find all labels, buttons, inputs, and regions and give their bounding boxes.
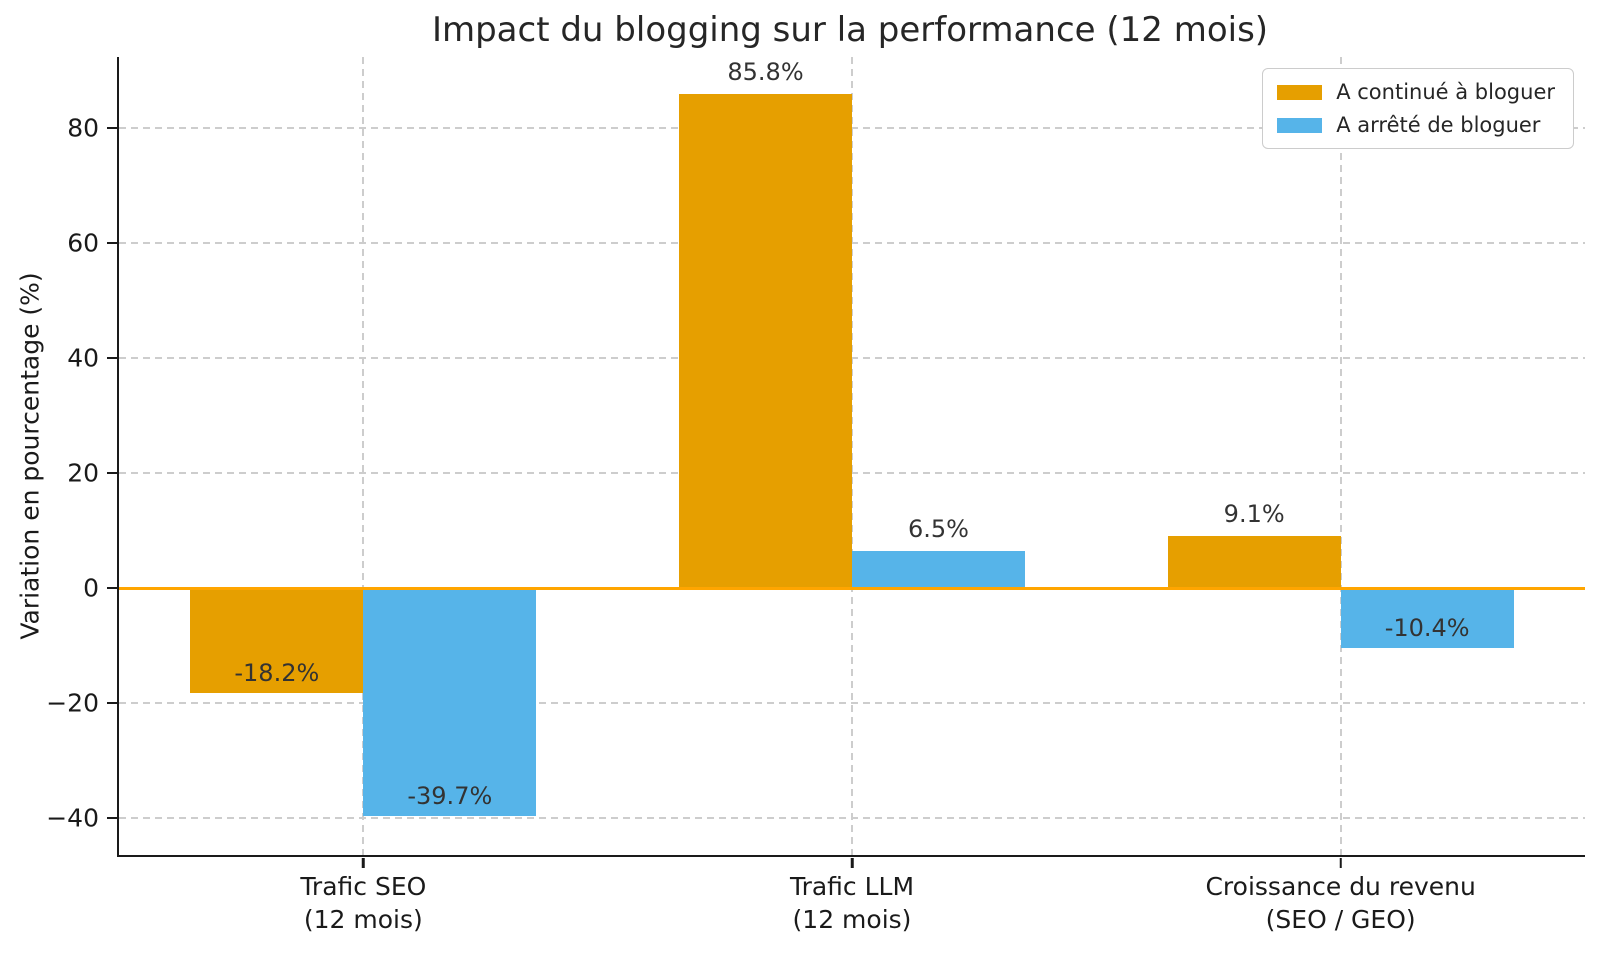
y-tick-mark bbox=[107, 701, 117, 705]
chart-title: Impact du blogging sur la performance (1… bbox=[431, 10, 1269, 50]
x-tick-mark bbox=[1339, 857, 1342, 868]
legend-swatch-icon bbox=[1277, 117, 1323, 133]
y-tick-mark bbox=[107, 586, 117, 590]
legend-row: A continué à bloguer bbox=[1277, 80, 1555, 104]
y-tick-mark bbox=[107, 816, 117, 820]
legend-row: A arrêté de bloguer bbox=[1277, 113, 1555, 137]
x-tick-label: Trafic LLM (12 mois) bbox=[789, 872, 915, 934]
x-tick-mark bbox=[850, 857, 854, 868]
y-tick-label: 60 bbox=[67, 228, 99, 258]
x-tick-label: Trafic SEO (12 mois) bbox=[300, 872, 427, 934]
v-gridline bbox=[851, 57, 853, 855]
y-tick-label: −40 bbox=[46, 803, 99, 833]
bar bbox=[1340, 588, 1514, 648]
bar bbox=[190, 588, 364, 693]
bar bbox=[1167, 535, 1341, 589]
v-gridline bbox=[1339, 57, 1342, 855]
v-gridline bbox=[362, 57, 365, 855]
bar-value-label: -18.2% bbox=[234, 658, 320, 687]
bar-value-label: 85.8% bbox=[727, 58, 804, 87]
y-tick-label: −20 bbox=[46, 688, 99, 718]
y-tick-mark bbox=[107, 126, 117, 130]
zero-line bbox=[119, 586, 1585, 590]
y-tick-mark bbox=[107, 241, 117, 245]
y-tick-label: 80 bbox=[67, 113, 99, 143]
y-tick-label: 20 bbox=[67, 458, 99, 488]
legend-label: A arrêté de bloguer bbox=[1336, 113, 1541, 137]
y-axis-label: Variation en pourcentage (%) bbox=[15, 272, 45, 640]
x-tick-mark bbox=[362, 857, 365, 868]
bar bbox=[363, 588, 537, 817]
bar-value-label: -39.7% bbox=[407, 782, 493, 811]
legend-swatch-icon bbox=[1277, 84, 1323, 100]
plot-area: A continué à bloguer A arrêté de bloguer … bbox=[46, 57, 1585, 934]
y-tick-label: 40 bbox=[67, 343, 99, 373]
x-tick-label: Croissance du revenu (SEO / GEO) bbox=[1205, 872, 1476, 934]
bar-value-label: -10.4% bbox=[1384, 613, 1470, 642]
bar-value-label: 9.1% bbox=[1223, 499, 1285, 528]
legend: A continué à bloguer A arrêté de bloguer bbox=[1262, 68, 1574, 149]
bar-value-label: 6.5% bbox=[907, 514, 969, 543]
bar bbox=[852, 550, 1025, 589]
y-tick-mark bbox=[107, 471, 117, 475]
legend-label: A continué à bloguer bbox=[1336, 80, 1555, 104]
bar bbox=[679, 94, 852, 589]
y-tick-label: 0 bbox=[83, 573, 99, 603]
y-tick-mark bbox=[107, 356, 117, 360]
